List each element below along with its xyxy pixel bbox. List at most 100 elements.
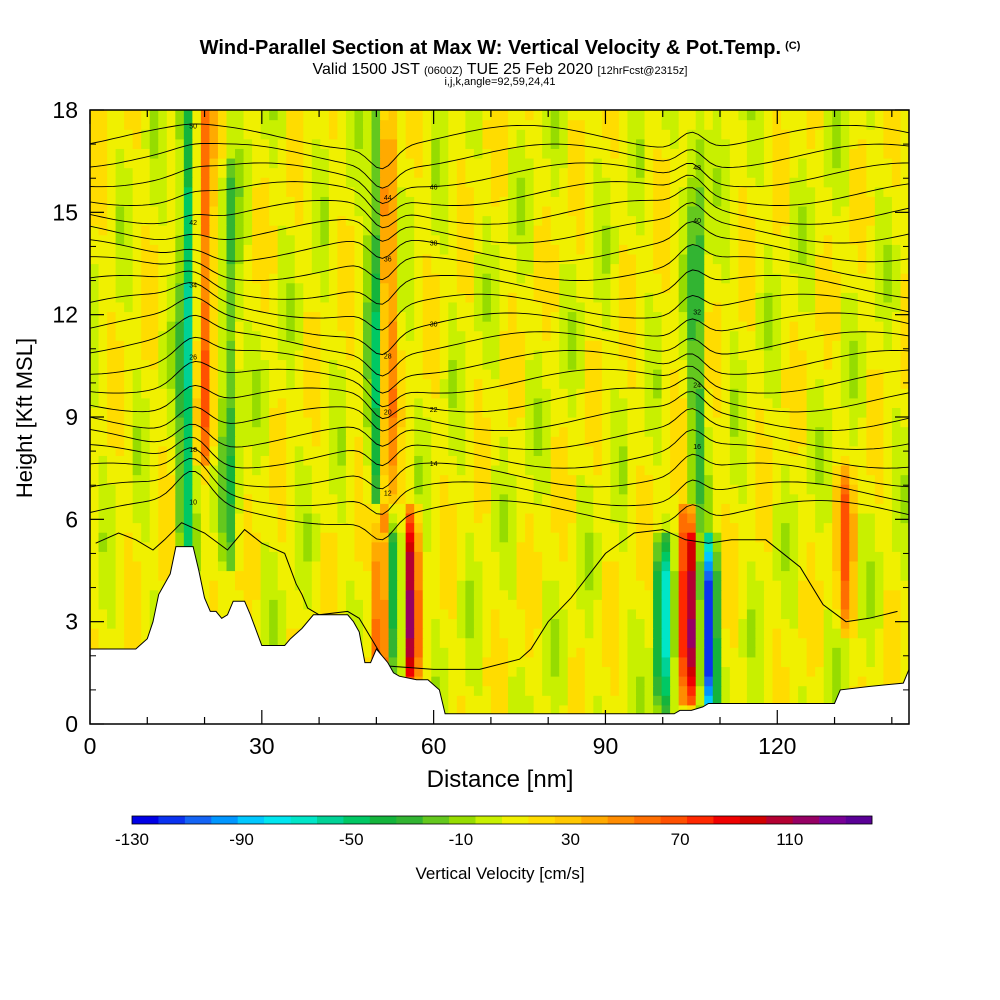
field-cell [670, 580, 680, 591]
field-cell [832, 282, 842, 293]
field-cell [883, 292, 893, 303]
field-cell [772, 321, 782, 332]
field-cell [618, 349, 629, 361]
field-cell [456, 570, 466, 581]
field-cell [704, 369, 714, 380]
field-cell [866, 493, 876, 504]
field-cell [542, 695, 552, 706]
field-cell [678, 580, 688, 591]
field-cell [857, 330, 867, 341]
field-cell [141, 253, 151, 265]
field-cell [567, 656, 577, 668]
field-cell [746, 301, 757, 313]
field-cell [90, 388, 100, 399]
field-cell [857, 570, 867, 581]
field-cell [286, 618, 296, 629]
field-cell [798, 397, 808, 408]
field-cell [226, 474, 236, 485]
field-cell [260, 253, 270, 265]
field-cell [823, 330, 833, 341]
field-cell [90, 618, 100, 629]
field-cell [712, 618, 722, 629]
field-cell [781, 397, 791, 408]
field-cell [815, 608, 825, 620]
field-cell [397, 369, 407, 380]
field-cell [891, 407, 902, 418]
field-cell [337, 417, 347, 428]
field-cell [636, 512, 646, 524]
field-cell [371, 522, 381, 533]
field-cell [115, 282, 125, 293]
field-cell [388, 484, 398, 495]
field-cell [559, 608, 569, 620]
field-cell [149, 340, 159, 351]
field-cell [124, 541, 134, 552]
field-cell [798, 608, 808, 620]
field-cell [456, 311, 466, 322]
field-cell [891, 244, 902, 255]
field-cell [508, 397, 518, 408]
field-cell [277, 551, 287, 562]
field-cell [840, 340, 850, 351]
field-cell [149, 378, 159, 389]
field-cell [380, 253, 390, 265]
field-cell [380, 551, 390, 562]
field-cell [183, 512, 193, 524]
field-cell [806, 273, 816, 284]
field-cell [610, 282, 620, 293]
field-cell [200, 445, 211, 456]
field-cell [132, 493, 142, 504]
field-cell [687, 436, 697, 447]
field-cell [414, 464, 424, 476]
field-cell [823, 685, 833, 696]
field-cell [98, 570, 108, 581]
field-cell [755, 647, 765, 658]
field-cell [422, 253, 432, 265]
field-cell [473, 455, 484, 466]
field-cell [618, 292, 629, 303]
field-cell [823, 666, 833, 677]
field-cell [712, 301, 722, 313]
field-cell [550, 282, 560, 293]
field-cell [405, 253, 415, 265]
field-cell [661, 340, 671, 351]
field-cell [798, 685, 808, 696]
field-cell [704, 484, 714, 495]
field-cell [687, 349, 697, 361]
field-cell [209, 589, 219, 600]
field-cell [354, 225, 364, 236]
field-cell [158, 397, 168, 408]
field-cell [857, 292, 867, 303]
field-cell [729, 407, 739, 418]
field-cell [422, 263, 432, 274]
field-cell [132, 426, 142, 437]
field-cell [141, 282, 151, 293]
field-cell [883, 407, 893, 418]
field-cell [124, 378, 134, 389]
field-cell [209, 551, 219, 562]
field-cell [610, 637, 620, 648]
field-cell [124, 426, 134, 437]
field-cell [866, 340, 876, 351]
field-cell [636, 436, 646, 447]
field-cell [141, 417, 151, 428]
field-cell [866, 474, 876, 485]
field-cell [277, 464, 287, 476]
field-cell [465, 234, 475, 245]
field-cell [345, 301, 356, 313]
field-cell [891, 628, 902, 639]
field-cell [695, 522, 705, 533]
field-cell [644, 340, 654, 351]
field-cell [704, 455, 714, 466]
field-cell [473, 637, 484, 648]
field-cell [678, 608, 688, 620]
field-cell [499, 369, 509, 380]
field-cell [533, 455, 543, 466]
field-cell [380, 225, 390, 236]
field-cell [482, 618, 492, 629]
field-cell [286, 532, 296, 543]
field-cell [363, 618, 373, 629]
field-cell [763, 503, 774, 514]
field-cell [209, 349, 219, 361]
field-cell [260, 388, 270, 399]
